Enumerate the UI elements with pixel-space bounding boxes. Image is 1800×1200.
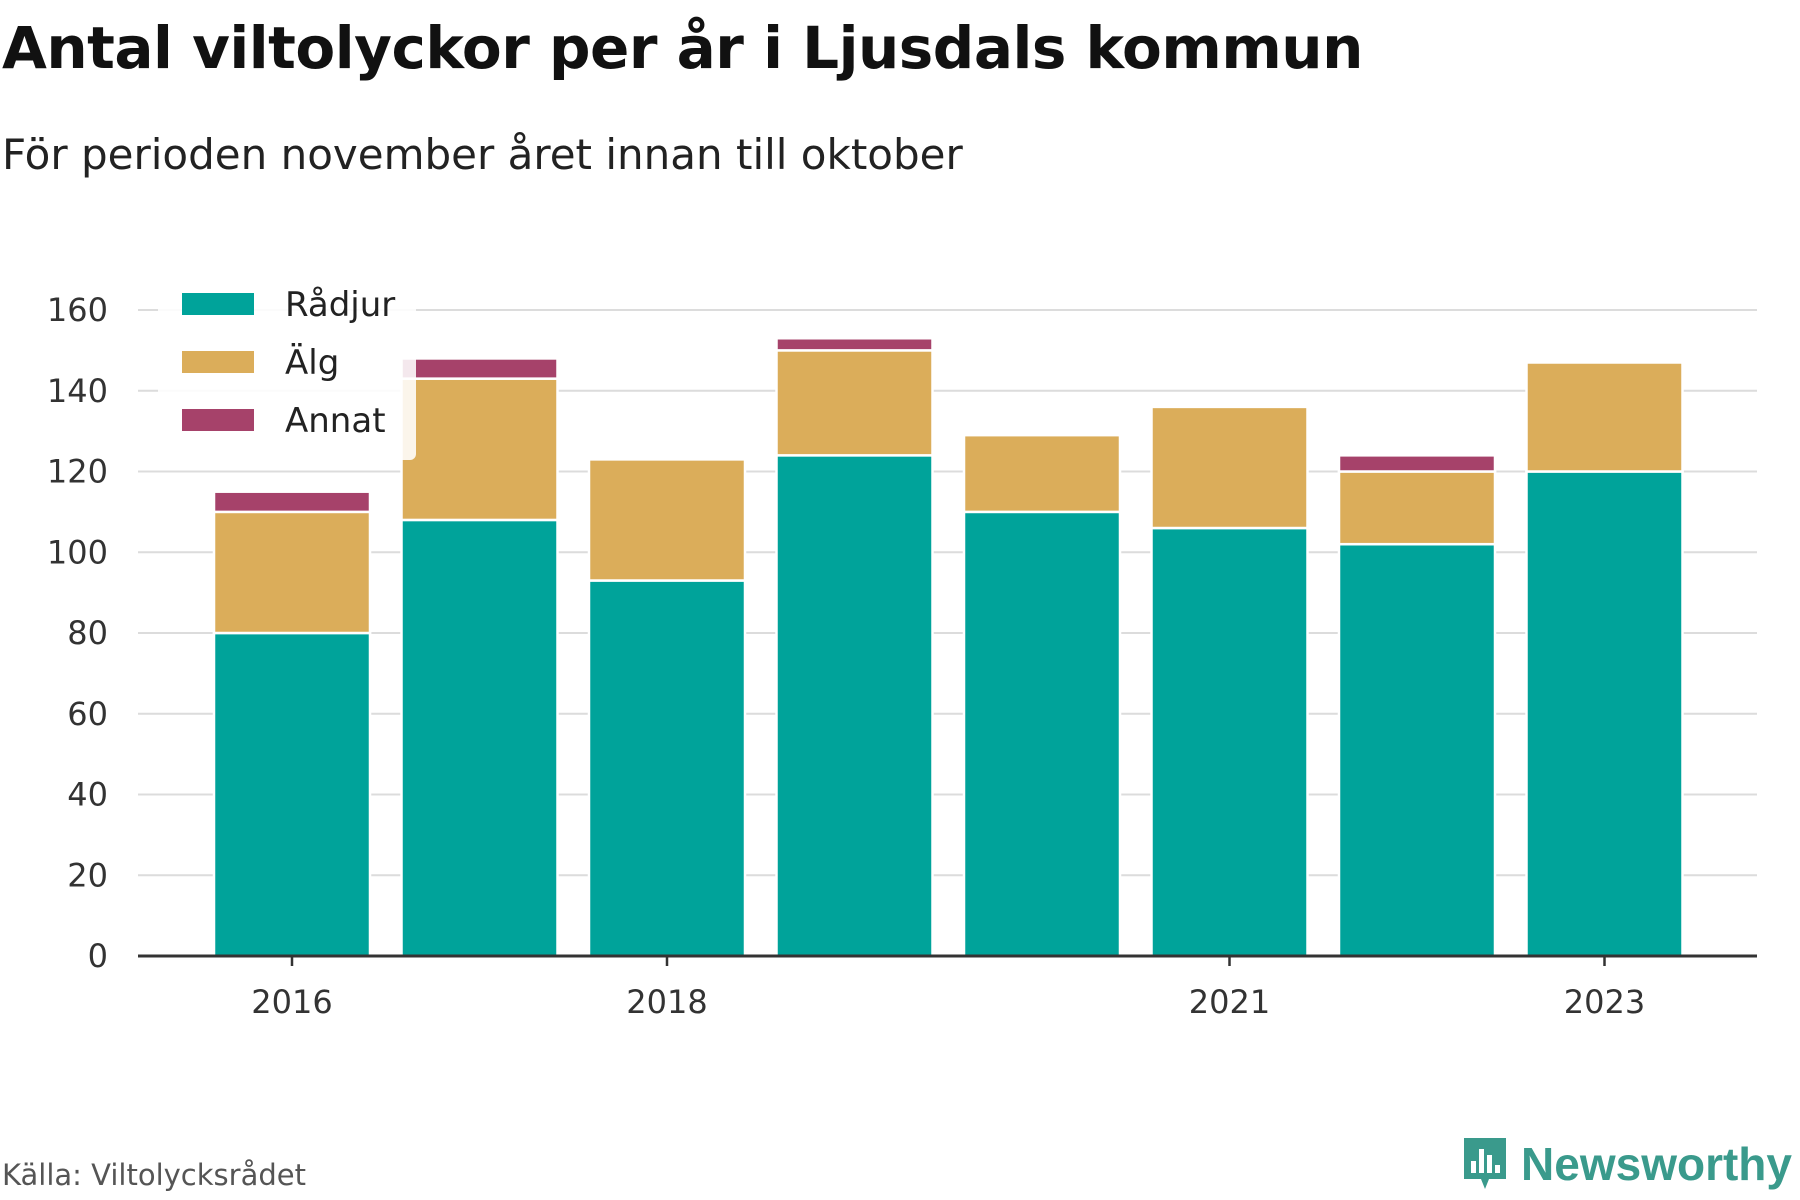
legend-label: Älg — [285, 343, 339, 383]
bar-segment — [962, 510, 1122, 958]
y-tick-label: 20 — [67, 856, 108, 894]
bar-segment — [1337, 470, 1497, 546]
legend: Rådjur Älg Annat — [158, 268, 416, 460]
bar-segment — [587, 579, 747, 958]
bar-segment — [962, 433, 1122, 514]
x-tick-label: 2018 — [626, 983, 707, 1021]
bar-segment — [400, 518, 559, 958]
source-note: Källa: Viltolycksrådet — [2, 1158, 306, 1192]
bar-segment — [775, 454, 934, 958]
y-tick-label: 140 — [47, 372, 108, 410]
bar-segment — [1150, 405, 1309, 530]
x-tick-label: 2023 — [1564, 983, 1645, 1021]
legend-swatch — [182, 351, 254, 373]
x-axis — [138, 954, 1757, 966]
bar-segment — [400, 357, 559, 380]
bar-segment — [1150, 526, 1309, 958]
y-tick-label: 80 — [67, 614, 108, 652]
legend-label: Annat — [285, 401, 386, 441]
y-tick-label: 60 — [67, 695, 108, 733]
legend-swatch — [182, 293, 254, 315]
y-tick-label: 120 — [47, 453, 108, 491]
bar-segment — [1525, 470, 1684, 958]
bar-segment — [775, 337, 934, 352]
y-axis-labels: 0 20 40 60 80 100 120 140 160 — [47, 291, 108, 975]
bar-segment — [587, 458, 747, 582]
bars — [212, 337, 1684, 958]
brand-logo: Newsworthy — [1461, 1135, 1792, 1193]
chart-subtitle: För perioden november året innan till ok… — [2, 130, 963, 179]
x-tick-label: 2016 — [251, 983, 332, 1021]
y-tick-label: 0 — [88, 937, 108, 975]
bar-segment — [212, 631, 372, 958]
bar-segment — [1525, 361, 1684, 473]
x-axis-labels: 2016 2018 2021 2023 — [251, 983, 1645, 1021]
bar-segment — [212, 490, 372, 514]
bar-segment — [775, 349, 934, 457]
y-tick-label: 40 — [67, 776, 108, 814]
newsworthy-logo-icon — [1464, 1138, 1507, 1189]
x-tick-label: 2021 — [1189, 983, 1270, 1021]
brand-name: Newsworthy — [1521, 1138, 1792, 1190]
legend-swatch — [182, 409, 254, 431]
bar-segment — [212, 510, 372, 635]
y-tick-label: 100 — [47, 533, 108, 571]
bar-segment — [1337, 542, 1497, 958]
bar-segment — [1337, 454, 1497, 473]
legend-label: Rådjur — [285, 285, 395, 325]
chart-title: Antal viltolyckor per år i Ljusdals komm… — [2, 14, 1363, 82]
bar-segment — [400, 377, 559, 522]
y-tick-label: 160 — [47, 291, 108, 329]
